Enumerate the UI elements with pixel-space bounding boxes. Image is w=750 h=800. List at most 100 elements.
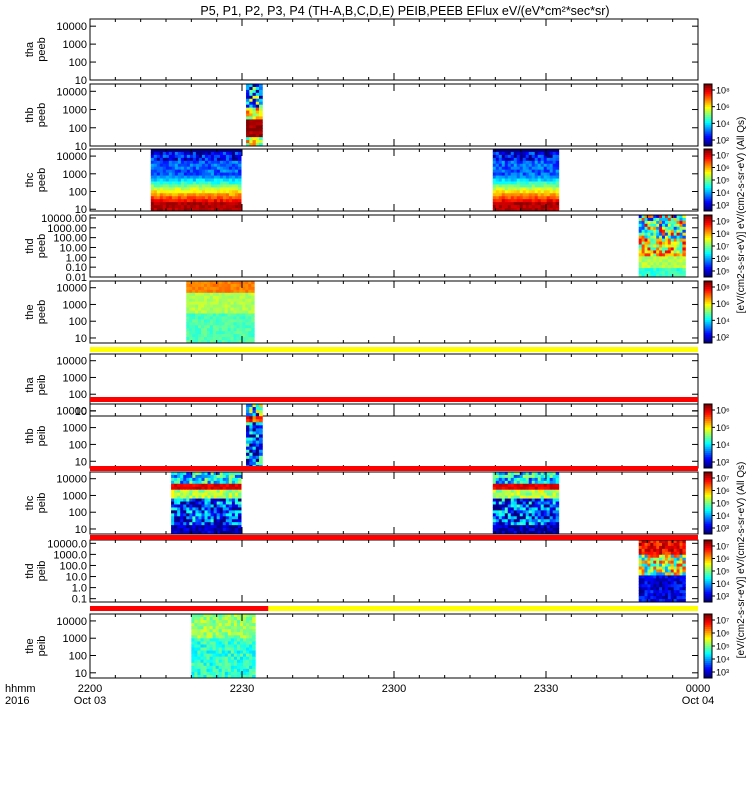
spectrogram-cell — [492, 480, 497, 485]
spectrogram-cell — [201, 298, 205, 303]
spectrogram-cell — [189, 489, 193, 494]
spectrogram-cell — [255, 122, 260, 126]
spectrogram-cell — [212, 310, 217, 314]
spectrogram-cell — [183, 501, 187, 505]
spectrogram-cell — [203, 322, 208, 326]
spectrogram-cell — [236, 632, 241, 636]
spectrogram-cell — [673, 548, 678, 553]
spectrogram-cell — [228, 516, 233, 520]
spectrogram-cell — [522, 187, 527, 191]
spectrogram-cell — [203, 653, 208, 658]
spectrogram-block — [638, 215, 686, 278]
spectrogram-cell — [183, 516, 187, 520]
spectrogram-cell — [510, 181, 515, 185]
spectrogram-cell — [230, 283, 234, 288]
spectrogram-cell — [209, 337, 214, 341]
spectrogram-cell — [201, 295, 205, 300]
spectrogram-cell — [239, 656, 244, 661]
spectrogram-cell — [650, 581, 654, 585]
spectrogram-cell — [249, 419, 254, 423]
spectrogram-cell — [498, 513, 503, 517]
spectrogram-cell — [189, 193, 194, 197]
spectrogram-cell — [228, 480, 233, 485]
spectrogram-cell — [534, 190, 539, 194]
spectrogram-cell — [552, 507, 557, 511]
spectrogram-cell — [644, 268, 648, 272]
spectrogram-cell — [227, 668, 232, 673]
spectrogram-cell — [174, 483, 178, 488]
spectrogram-cell — [516, 498, 521, 503]
y-tick-label: 10000 — [56, 21, 87, 33]
spectrogram-cell — [186, 328, 190, 332]
spectrogram-cell — [252, 674, 256, 679]
spectrogram-cell — [644, 250, 648, 254]
spectrogram-cell — [230, 647, 235, 652]
spectrogram-cell — [150, 190, 155, 194]
spectrogram-cell — [662, 581, 666, 585]
spectrogram-cell — [641, 220, 646, 225]
spectrogram-cell — [525, 480, 530, 485]
spectrogram-cell — [221, 629, 226, 633]
spectrogram-cell — [552, 516, 557, 520]
spectrogram-cell — [653, 572, 657, 576]
spectrogram-cell — [641, 256, 646, 260]
spectrogram-cell — [555, 480, 560, 485]
spectrogram-cell — [537, 166, 542, 171]
spectrogram-cell — [237, 163, 242, 168]
spectrogram-cell — [228, 205, 233, 209]
spectrogram-cell — [664, 554, 669, 559]
spectrogram-cell — [242, 295, 246, 300]
spectrogram-cell — [249, 626, 253, 630]
spectrogram-cell — [212, 298, 217, 303]
spectrogram-cell — [249, 461, 254, 466]
spectrogram-cell — [213, 154, 218, 159]
spectrogram-cell — [177, 492, 181, 497]
spectrogram-cell — [528, 181, 533, 185]
spectrogram-cell — [650, 578, 654, 582]
spectrogram-cell — [189, 501, 193, 505]
spectrogram-cell — [540, 522, 545, 526]
spectrogram-cell — [171, 531, 175, 535]
spectrogram-cell — [231, 477, 236, 482]
spectrogram-cell — [664, 540, 669, 544]
spectrogram-cell — [210, 199, 215, 203]
spectrogram-cell — [213, 184, 218, 188]
colorbar-swatch — [704, 225, 712, 228]
spectrogram-cell — [251, 310, 255, 314]
spectrogram-cell — [641, 247, 646, 251]
spectrogram-cell — [174, 486, 178, 491]
spectrogram-cell — [237, 519, 242, 523]
spectrogram-cell — [192, 477, 196, 482]
spectrogram-cell — [667, 256, 672, 260]
spectrogram-cell — [195, 510, 199, 514]
spectrogram-cell — [162, 193, 167, 197]
spectrogram-cell — [638, 563, 643, 568]
spectrogram-cell — [219, 163, 224, 168]
spectrogram-cell — [209, 292, 214, 297]
spectrogram-cell — [242, 334, 246, 338]
spectrogram-cell — [495, 202, 500, 206]
spectrogram-cell — [216, 495, 221, 500]
spectrogram-cell — [225, 504, 230, 508]
spectrogram-cell — [650, 554, 654, 559]
spectrogram-cell — [180, 483, 184, 488]
spectrogram-cell — [171, 495, 175, 500]
spectrogram-cell — [221, 325, 226, 329]
spectrogram-cell — [183, 154, 188, 159]
spectrogram-cell — [212, 626, 217, 630]
spectrogram-cell — [233, 656, 238, 661]
spectrogram-cell — [641, 563, 646, 568]
spectrogram-cell — [177, 178, 182, 182]
spectrogram-cell — [248, 331, 252, 335]
spectrogram-cell — [209, 632, 214, 636]
spectrogram-cell — [540, 151, 545, 156]
spectrogram-cell — [641, 554, 646, 559]
spectrogram-cell — [174, 187, 179, 191]
spectrogram-cell — [210, 492, 215, 497]
spectrogram-cell — [519, 531, 524, 535]
spectrogram-cell — [213, 474, 218, 479]
spectrogram-cell — [528, 190, 533, 194]
spectrogram-cell — [676, 551, 680, 556]
spectrogram-cell — [171, 202, 176, 206]
